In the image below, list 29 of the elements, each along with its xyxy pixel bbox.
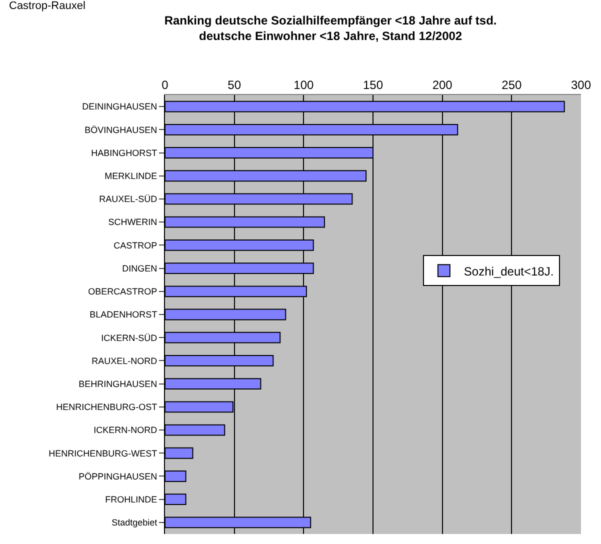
- y-tick-label: PÖPPINGHAUSEN: [78, 471, 158, 482]
- x-tick-label: 150: [362, 78, 384, 92]
- y-tick-label: ICKERN-SÜD: [101, 332, 158, 343]
- y-tick-label: MERKLINDE: [104, 171, 158, 182]
- y-tick-label: HENRICHENBURG-OST: [56, 402, 158, 412]
- y-tick-label: HABINGHORST: [91, 148, 158, 158]
- x-tick-label: 50: [228, 78, 242, 92]
- y-tick-label: OBERCASTROP: [88, 286, 158, 297]
- y-tick-label: FROHLINDE: [105, 494, 158, 504]
- legend-label: Sozhi_deut<18J.: [464, 264, 554, 278]
- y-tick-label: BEHRINGHAUSEN: [78, 378, 158, 389]
- text: Castrop-Rauxel: [9, 0, 86, 12]
- y-tick-label: SCHWERIN: [108, 217, 158, 228]
- y-tick-label: BLADENHORST: [90, 310, 158, 320]
- chart-title: Ranking deutsche Sozialhilfeempfänger <18 Jahre auf tsd. deutsche Einwohner <18 Jahre, Stand 12/2002: [164, 13, 497, 44]
- y-tick-label: RAUXEL-NORD: [92, 356, 158, 366]
- y-tick-label: Stadtgebiet: [112, 518, 158, 528]
- x-tick-label: 100: [294, 78, 314, 92]
- x-tick-label: 250: [502, 78, 522, 92]
- x-tick-label: 200: [432, 78, 453, 92]
- y-tick-label: BÖVINGHAUSEN: [84, 124, 158, 135]
- y-tick-label: HENRICHENBURG-WEST: [48, 448, 158, 458]
- y-tick-label: ICKERN-NORD: [94, 425, 158, 436]
- x-tick-label: 300: [570, 78, 592, 92]
- x-tick-label: 0: [162, 78, 169, 92]
- y-tick-label: DINGEN: [122, 263, 158, 274]
- y-tick-label: DEININGHAUSEN: [82, 102, 158, 112]
- y-tick-label: RAUXEL-SÜD: [99, 194, 158, 204]
- y-tick-label: CASTROP: [114, 240, 158, 250]
